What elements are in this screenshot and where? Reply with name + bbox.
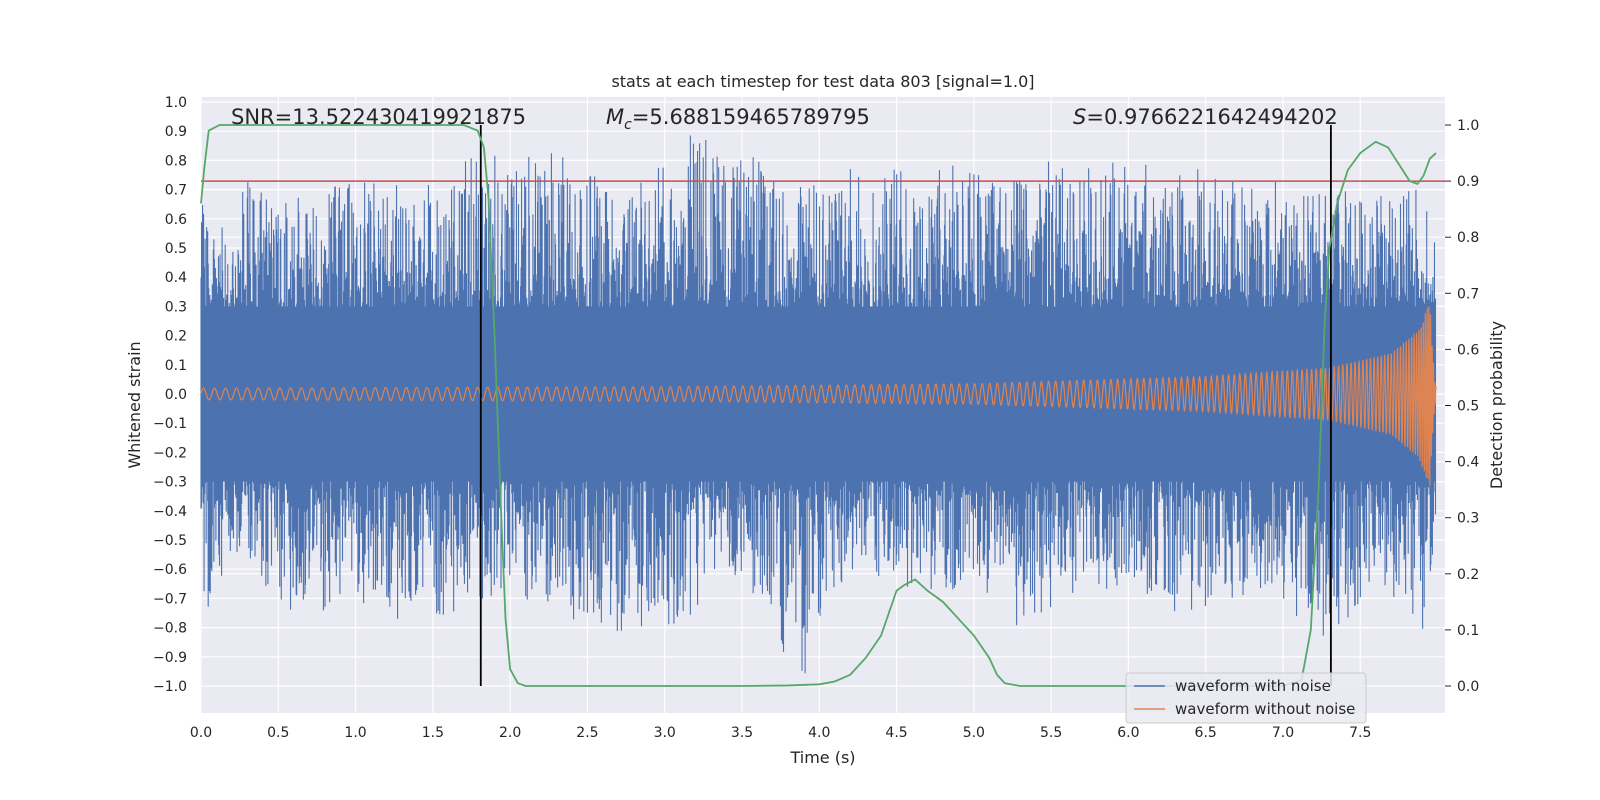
y2-tick-label: 0.8 <box>1457 230 1479 246</box>
y-tick-label: −0.5 <box>153 533 187 549</box>
y2-tick-label: 0.5 <box>1457 399 1479 415</box>
y-axis-label: Whitened strain <box>125 341 144 468</box>
y-tick-label: −0.9 <box>153 650 187 666</box>
x-tick-label: 7.0 <box>1272 725 1294 741</box>
y2-tick-label: 0.4 <box>1457 455 1479 471</box>
chart-title: stats at each timestep for test data 803… <box>611 72 1034 91</box>
x-tick-label: 3.0 <box>654 725 676 741</box>
s-value: =0.9766221642494202 <box>1086 105 1337 129</box>
waveform-without-noise-series <box>200 306 1437 487</box>
y-tick-label: −0.1 <box>153 416 187 432</box>
y-tick-label: 0.2 <box>165 329 187 345</box>
x-tick-label: 6.0 <box>1117 725 1139 741</box>
y2-tick-label: 0.1 <box>1457 623 1479 639</box>
y-tick-label: −1.0 <box>153 679 187 695</box>
y-tick-labels: 1.0 0.9 0.8 0.7 0.6 0.5 0.4 0.3 0.2 0.1 0.0 −0.1 −0.… <box>153 95 187 695</box>
y-tick-label: 0.1 <box>165 358 187 374</box>
snr-prefix: SNR= <box>231 105 292 129</box>
probability-line <box>200 124 1437 687</box>
x-tick-label: 5.5 <box>1040 725 1062 741</box>
x-tick-label: 7.5 <box>1349 725 1371 741</box>
y2-axis-label: Detection probability <box>1487 321 1506 489</box>
y2-tick-label: 0.9 <box>1457 174 1479 190</box>
x-tick-label: 4.5 <box>885 725 907 741</box>
x-tick-label: 0.5 <box>267 725 289 741</box>
y-tick-label: −0.4 <box>153 504 187 520</box>
x-tick-label: 5.0 <box>963 725 985 741</box>
chirp-mass-annotation: Mc=5.688159465789795 <box>606 105 870 133</box>
legend-box <box>1125 672 1367 724</box>
x-tick-label: 3.5 <box>731 725 753 741</box>
x-tick-label: 4.0 <box>808 725 830 741</box>
y-tick-label: 0.6 <box>165 212 187 228</box>
y-tick-label: 0.0 <box>165 387 187 403</box>
snr-value: 13.522430419921875 <box>292 105 526 129</box>
y2-tick-label: 0.0 <box>1457 679 1479 695</box>
legend: waveform with noise waveform without noi… <box>1125 672 1367 724</box>
y-tick-label: −0.3 <box>153 475 187 491</box>
legend-label-clean: waveform without noise <box>1175 700 1355 718</box>
clean-waveform-line <box>200 306 1437 487</box>
y-tick-label: 0.5 <box>165 241 187 257</box>
x-tick-label: 1.0 <box>344 725 366 741</box>
legend-label-noise: waveform with noise <box>1175 677 1331 695</box>
y2-tick-labels: 1.0 0.9 0.8 0.7 0.6 0.5 0.4 0.3 0.2 0.1 0.0 <box>1445 118 1479 695</box>
y-tick-label: −0.7 <box>153 591 187 607</box>
marker-vlines <box>479 125 1332 686</box>
y2-tick-label: 0.3 <box>1457 511 1479 527</box>
y-tick-label: −0.2 <box>153 445 187 461</box>
y-tick-label: −0.6 <box>153 562 187 578</box>
score-annotation: S=0.9766221642494202 <box>1073 105 1338 129</box>
y2-tick-label: 0.2 <box>1457 567 1479 583</box>
y-tick-label: 0.3 <box>165 299 187 315</box>
mc-subscript: c <box>624 117 632 133</box>
y2-tick-label: 0.6 <box>1457 342 1479 358</box>
y-tick-label: 0.4 <box>165 270 187 286</box>
y-tick-label: 0.8 <box>165 153 187 169</box>
x-tick-label: 2.0 <box>499 725 521 741</box>
y-tick-label: 0.9 <box>165 124 187 140</box>
x-axis-label: Time (s) <box>789 748 855 767</box>
x-tick-label: 6.5 <box>1195 725 1217 741</box>
x-tick-label: 0.0 <box>190 725 212 741</box>
x-tick-labels: 0.0 0.5 1.0 1.5 2.0 2.5 3.0 3.5 4.0 4.5 5.0 5.5 6.0 6… <box>190 725 1372 741</box>
mc-value: =5.688159465789795 <box>632 105 870 129</box>
x-tick-label: 2.5 <box>576 725 598 741</box>
s-symbol: S <box>1073 105 1086 129</box>
detection-probability-series <box>200 124 1437 687</box>
y-tick-label: 0.7 <box>165 183 187 199</box>
y2-tick-label: 0.7 <box>1457 286 1479 302</box>
mc-symbol: M <box>606 105 624 129</box>
snr-annotation: SNR=13.522430419921875 <box>231 105 526 129</box>
y-tick-label: −0.8 <box>153 621 187 637</box>
x-tick-label: 1.5 <box>422 725 444 741</box>
y2-tick-label: 1.0 <box>1457 118 1479 134</box>
y-tick-label: 1.0 <box>165 95 187 111</box>
